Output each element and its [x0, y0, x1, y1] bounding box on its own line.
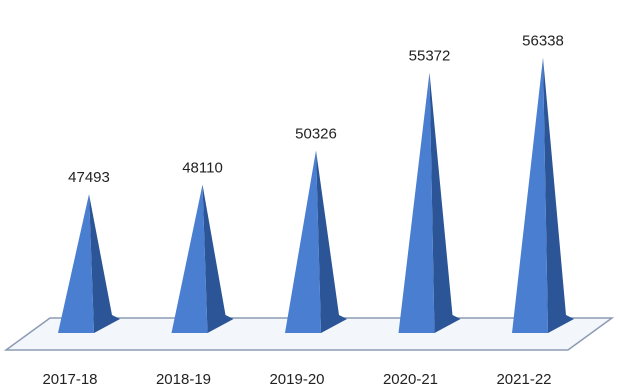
pyramid-bar-side [316, 150, 347, 333]
chart-bars [58, 57, 574, 334]
pyramid-bar-side [202, 184, 234, 333]
data-label: 47493 [68, 169, 110, 186]
pyramid-bar [58, 194, 94, 333]
data-label: 50326 [295, 125, 337, 142]
chart-data-labels: 47493 48110 50326 55372 56338 [68, 33, 564, 187]
data-label: 48110 [182, 160, 223, 177]
pyramid-bar [512, 57, 548, 334]
x-tick-label: 2019-20 [269, 371, 324, 388]
data-label: 55372 [409, 47, 451, 64]
x-tick-label: 2020-21 [383, 371, 438, 388]
chart-x-tick-labels: 2017-18 2018-19 2019-20 2020-21 2021-22 [42, 371, 551, 388]
pyramid-bar-side [429, 72, 461, 334]
pyramid-bar [398, 72, 435, 334]
chart-floor-plane [3, 317, 615, 351]
pyramid-bar [171, 184, 208, 333]
pyramid-bar [285, 150, 321, 333]
chart-floor [3, 317, 615, 351]
x-tick-label: 2021-22 [496, 371, 551, 388]
data-label: 56338 [522, 33, 564, 50]
pyramid-bar-side [543, 57, 574, 334]
x-tick-label: 2018-19 [156, 371, 211, 388]
pyramid-bar-side [89, 194, 120, 333]
x-tick-label: 2017-18 [42, 371, 97, 388]
